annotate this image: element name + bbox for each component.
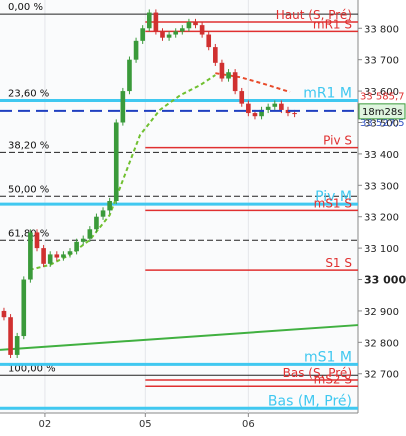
- candle-body: [179, 28, 185, 32]
- candle-body: [226, 72, 231, 79]
- level-label: S1 S: [325, 256, 352, 270]
- y-tick-label: 33 500: [364, 118, 399, 129]
- indicator-line: [215, 72, 291, 93]
- y-tick-label: 33 800: [364, 24, 399, 35]
- y-tick-label: 33 400: [364, 150, 399, 161]
- candle-body: [1, 310, 7, 318]
- timer: 18m28s: [362, 107, 402, 118]
- level-label: mS1 M: [304, 349, 352, 365]
- candle-body: [87, 229, 93, 239]
- candle-body: [265, 106, 271, 110]
- candle-body: [259, 109, 264, 117]
- x-tick-label: 06: [242, 419, 255, 430]
- candle-body: [107, 201, 112, 211]
- x-tick-label: 02: [39, 419, 52, 430]
- y-tick-label: 33 300: [364, 181, 399, 192]
- candle-body: [120, 91, 126, 123]
- y-tick-label: 32 800: [364, 338, 399, 349]
- candle-body: [8, 317, 13, 355]
- candle-body: [21, 279, 27, 337]
- fib-label: 23,60 %: [8, 89, 49, 100]
- candle-body: [100, 210, 106, 217]
- price-label: 33 585,7: [360, 92, 405, 103]
- candle-body: [285, 109, 291, 114]
- candle-body: [193, 21, 198, 26]
- y-tick-label: 33 600: [364, 87, 399, 98]
- candle-body: [47, 254, 53, 264]
- candle-body: [213, 47, 218, 63]
- candle-body: [127, 59, 132, 92]
- y-tick-label: 33 000: [364, 274, 406, 287]
- candle-body: [246, 103, 251, 114]
- candle-body: [279, 103, 284, 110]
- candle-body: [113, 122, 119, 202]
- level-label: Haut (S, Pré): [276, 8, 352, 22]
- level-label: mR1 M: [303, 86, 352, 102]
- candle-body: [232, 72, 238, 92]
- level-label: Piv M: [315, 189, 352, 205]
- candle-body: [173, 31, 179, 35]
- candle-body: [74, 241, 79, 252]
- candle-body: [94, 216, 99, 230]
- candle-body: [219, 62, 225, 79]
- level-label: Bas (S, Pré): [283, 366, 352, 380]
- candle-body: [67, 251, 73, 255]
- x-tick-label: 05: [139, 419, 152, 430]
- candle-body: [239, 91, 245, 104]
- fib-label: 100,00 %: [8, 363, 56, 374]
- candle-body: [199, 25, 205, 35]
- candle-body: [252, 113, 258, 117]
- fib-label: 0,00 %: [8, 2, 43, 13]
- y-tick-label: 32 700: [364, 370, 399, 381]
- candle-body: [140, 28, 145, 41]
- plot-area: [0, 0, 358, 413]
- timer-box: [358, 103, 406, 120]
- candle-body: [80, 238, 86, 242]
- candle-body: [133, 40, 139, 60]
- price-label: 33 527,5: [360, 118, 405, 129]
- level-label: mS2 S: [314, 372, 352, 386]
- candle-body: [206, 34, 212, 48]
- candle-body: [61, 254, 66, 258]
- candle-body: [292, 113, 297, 115]
- candle-body: [272, 103, 278, 107]
- fib-label: 38,20 %: [8, 140, 49, 151]
- y-tick-label: 33 700: [364, 56, 399, 67]
- level-label: Bas (M, Pré): [268, 393, 352, 409]
- candle-body: [146, 12, 152, 29]
- fib-label: 50,00 %: [8, 184, 49, 195]
- level-label: Piv S: [323, 134, 352, 148]
- candle-body: [41, 248, 46, 264]
- candle-body: [153, 12, 159, 32]
- y-tick-label: 33 100: [364, 244, 399, 255]
- candle-body: [14, 336, 20, 355]
- candle-body: [166, 34, 172, 38]
- indicator-line: [0, 324, 359, 351]
- candle-body: [54, 254, 60, 258]
- candle-body: [28, 232, 33, 280]
- candle-body: [34, 232, 40, 249]
- y-tick-label: 32 900: [364, 307, 399, 318]
- level-label: mS1 S: [314, 196, 352, 210]
- level-label: mR1 S: [313, 17, 352, 31]
- candle-body: [186, 21, 192, 29]
- y-tick-label: 33 200: [364, 213, 399, 224]
- candle-body: [160, 31, 165, 38]
